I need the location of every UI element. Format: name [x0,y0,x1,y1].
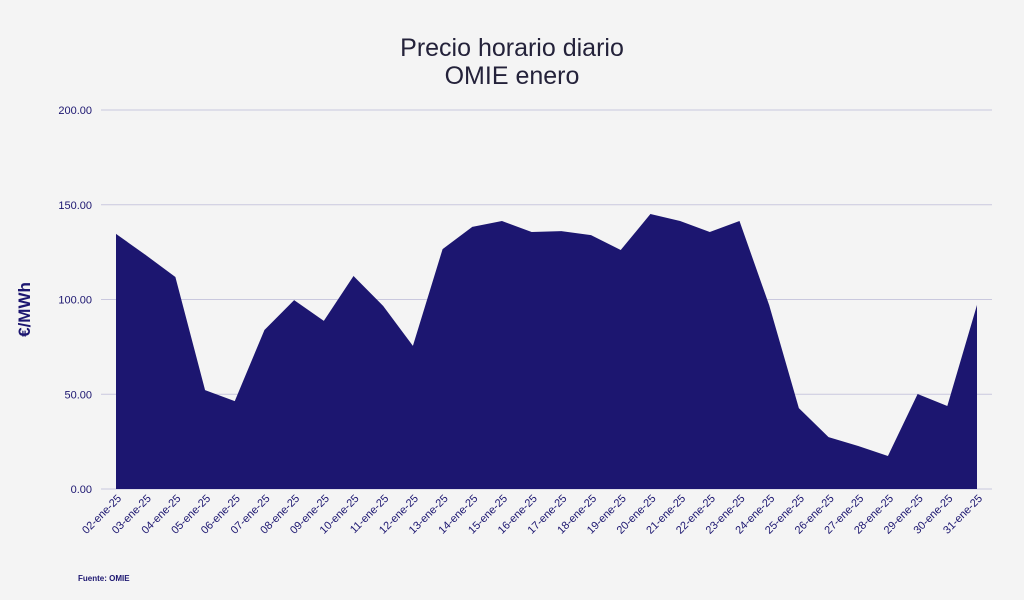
y-tick-label: 150.00 [58,200,92,212]
y-axis-label: €/MWh [15,282,34,337]
chart-title: Precio horario diario OMIE enero [0,34,1024,90]
y-tick-label: 200.00 [58,105,92,117]
y-tick-label: 50.00 [64,389,92,401]
chart-title-line2: OMIE enero [444,62,580,90]
chart-title-line1: Precio horario diario [400,34,624,62]
source-note: Fuente: OMIE [78,574,130,583]
y-tick-label: 100.00 [58,295,92,307]
y-tick-label: 0.00 [71,484,92,496]
price-area [116,214,977,489]
